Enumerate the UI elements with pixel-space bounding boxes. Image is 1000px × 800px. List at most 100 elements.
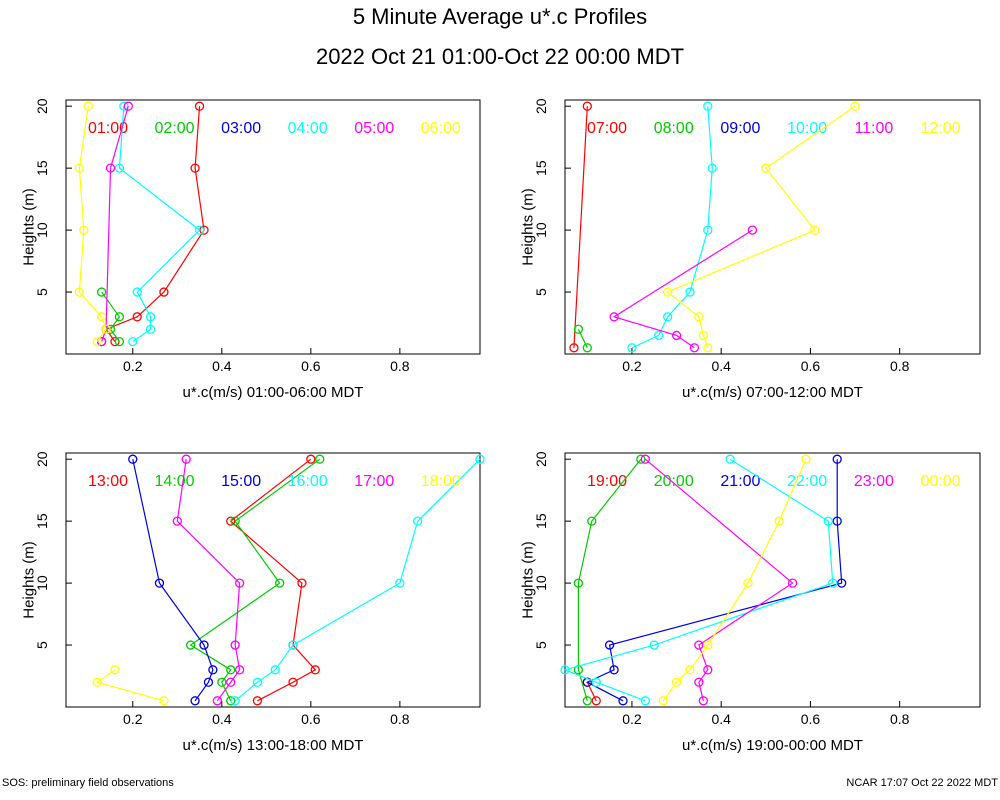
series-line <box>612 229 753 349</box>
x-tick-label: 0.2 <box>622 358 642 374</box>
data-point <box>671 677 682 687</box>
data-point <box>703 640 713 650</box>
legend-label: 21:00 <box>720 473 760 490</box>
series-line <box>229 458 317 702</box>
data-point <box>703 101 713 111</box>
legend-label: 04:00 <box>288 120 328 137</box>
data-point <box>181 454 191 464</box>
data-point <box>315 454 325 464</box>
plot-frame <box>65 99 481 355</box>
data-point <box>226 677 236 687</box>
data-point <box>288 640 298 650</box>
footer-timestamp: NCAR 17:07 Oct 22 2022 MDT <box>846 777 998 789</box>
data-point <box>101 324 111 334</box>
series-line <box>101 291 121 342</box>
y-tick-label: 5 <box>34 288 50 296</box>
data-point <box>636 454 646 464</box>
series-line <box>577 458 642 701</box>
series-line <box>585 459 843 702</box>
series-line <box>132 459 214 702</box>
data-point <box>128 454 138 464</box>
y-axis-label: Heights (m) <box>520 541 537 619</box>
x-tick-label: 0.8 <box>890 711 910 727</box>
data-point <box>591 677 601 687</box>
data-point <box>662 287 673 297</box>
data-point <box>159 696 169 706</box>
data-point <box>252 696 263 706</box>
data-point <box>823 516 833 526</box>
data-point <box>226 696 236 706</box>
data-point <box>395 578 405 588</box>
data-point <box>310 665 320 675</box>
series-line <box>577 328 588 349</box>
legend-label: 15:00 <box>221 473 261 490</box>
data-point <box>92 336 102 347</box>
x-tick-label: 0.6 <box>801 358 821 374</box>
plot-frame <box>564 99 981 355</box>
footer-note: SOS: preliminary field observations <box>2 777 174 789</box>
data-point <box>234 578 245 588</box>
x-axis-label: u*.c(m/s) 07:00-12:00 MDT <box>682 384 863 401</box>
y-tick-label: 10 <box>34 222 50 238</box>
legend-label: 02:00 <box>155 120 195 137</box>
data-point <box>145 324 156 334</box>
data-point <box>114 163 125 173</box>
data-point <box>582 343 592 353</box>
series-line <box>563 458 834 702</box>
data-point <box>703 343 713 353</box>
data-point <box>747 225 758 235</box>
data-point <box>92 677 102 687</box>
plot-frame <box>564 452 981 708</box>
legend-label: 00:00 <box>921 473 961 490</box>
data-point <box>832 516 842 526</box>
x-tick-label: 0.6 <box>801 711 821 727</box>
x-tick-label: 0.2 <box>123 711 143 727</box>
data-point <box>591 696 601 706</box>
series-line <box>586 681 597 702</box>
data-point <box>694 312 704 322</box>
data-point <box>573 578 584 588</box>
y-axis-label: Heights (m) <box>520 188 537 266</box>
data-point <box>850 101 860 111</box>
y-tick-label: 5 <box>34 641 50 649</box>
data-point <box>132 287 142 297</box>
data-point <box>194 101 205 111</box>
series-line <box>666 105 856 349</box>
x-tick-label: 0.8 <box>390 711 410 727</box>
data-point <box>145 312 156 322</box>
y-tick-label: 5 <box>533 288 549 296</box>
data-point <box>83 101 93 111</box>
series-line <box>573 106 588 348</box>
data-point <box>587 516 597 526</box>
data-point <box>79 225 89 235</box>
legend-label: 03:00 <box>221 120 261 137</box>
y-tick-label: 10 <box>533 575 549 591</box>
y-tick-label: 20 <box>533 451 549 467</box>
data-point <box>685 665 695 675</box>
y-tick-label: 15 <box>34 160 50 176</box>
legend-label: 20:00 <box>654 473 694 490</box>
data-point <box>217 677 227 687</box>
data-point <box>199 640 209 650</box>
legend-label: 12:00 <box>921 120 961 137</box>
data-point <box>252 677 263 687</box>
legend-label: 23:00 <box>854 473 894 490</box>
y-tick-label: 20 <box>34 451 50 467</box>
data-point <box>212 696 223 706</box>
x-tick-label: 0.8 <box>890 358 910 374</box>
legend-label: 19:00 <box>587 473 627 490</box>
data-point <box>297 578 307 588</box>
data-point <box>110 665 120 675</box>
data-point <box>154 578 165 588</box>
data-point <box>203 677 214 687</box>
data-point <box>560 665 570 675</box>
y-axis-label: Heights (m) <box>21 188 38 266</box>
data-point <box>159 287 169 297</box>
data-point <box>618 696 628 706</box>
data-point <box>787 578 798 588</box>
legend-label: 16:00 <box>288 473 328 490</box>
x-tick-label: 0.2 <box>622 711 642 727</box>
legend-label: 01:00 <box>88 120 128 137</box>
legend-label: 13:00 <box>88 473 128 490</box>
series-line <box>631 106 713 349</box>
